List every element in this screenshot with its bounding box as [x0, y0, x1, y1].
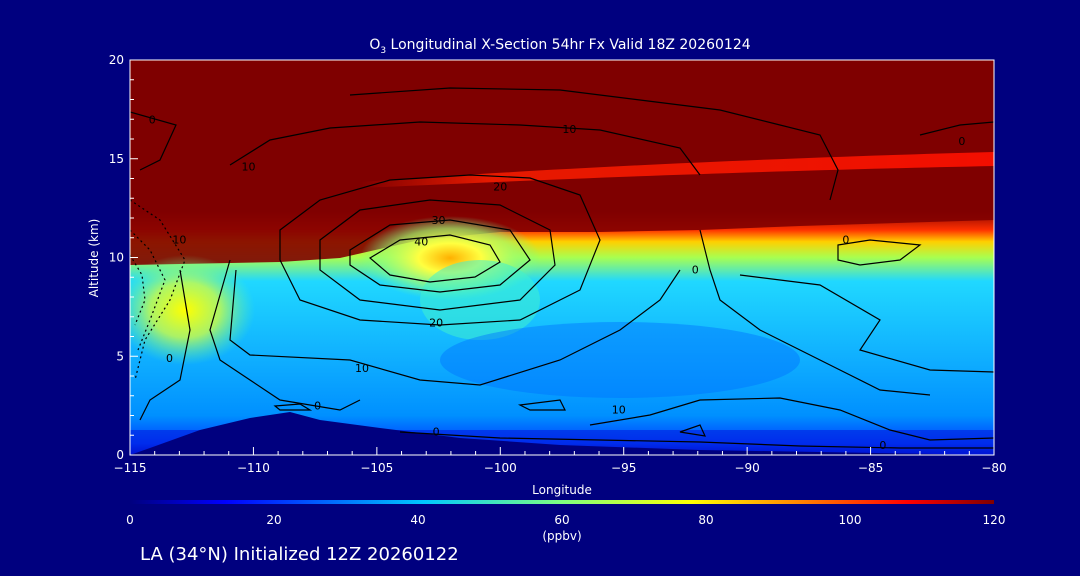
western-ozone-plume — [130, 255, 255, 365]
contour-line — [739, 274, 994, 373]
y-tick-label: 0 — [116, 448, 124, 462]
contour-line — [349, 87, 839, 201]
x-axis-label: Longitude — [532, 483, 592, 497]
contour-line — [229, 121, 701, 176]
contour-label: 0 — [166, 352, 173, 365]
terrain-mountain — [130, 412, 994, 455]
contour-line — [139, 269, 191, 421]
contour-label: 40 — [414, 236, 428, 249]
contour-line — [229, 269, 681, 386]
contour-label: 20 — [429, 317, 443, 330]
contour-line — [919, 121, 994, 136]
colorbar-tick-label: 20 — [266, 513, 281, 527]
contour-line — [837, 239, 922, 266]
contour-line — [368, 234, 501, 283]
x-tick-label: −95 — [611, 461, 636, 475]
colorbar-tick-label: 100 — [839, 513, 862, 527]
contour-label: 10 — [172, 234, 186, 247]
x-tick-label: −85 — [858, 461, 883, 475]
contour-label: 10 — [355, 362, 369, 375]
dotted-contour-line — [130, 229, 166, 351]
footer-caption: LA (34°N) Initialized 12Z 20260122 — [140, 544, 459, 565]
contour-label: 0 — [149, 113, 156, 126]
y-tick-label: 20 — [109, 53, 124, 67]
contour-line — [699, 229, 931, 396]
dotted-contours — [130, 199, 186, 381]
x-tick-label: −105 — [360, 461, 393, 475]
contour-label: 0 — [842, 234, 849, 247]
dotted-contour-line — [130, 254, 146, 326]
colorbar-unit-label: (ppbv) — [542, 529, 581, 543]
y-axis: 0 5 10 15 20 — [109, 53, 138, 462]
contour-line — [209, 259, 361, 411]
contour-label: 0 — [314, 400, 321, 413]
contour-label: 0 — [958, 135, 965, 148]
contour-line — [319, 199, 556, 311]
contour-line — [130, 111, 177, 171]
colorbar-tick-label: 80 — [698, 513, 713, 527]
colorbar-tick-label: 40 — [410, 513, 425, 527]
colorbar-ticks: 0 20 40 60 80 100 120 — [126, 513, 1005, 527]
contour-line — [679, 424, 707, 437]
contour-label: 10 — [612, 404, 626, 417]
contour-label: 30 — [432, 214, 446, 227]
x-axis: −115 −110 −105 −100 −95 −90 −85 −80 — [114, 447, 1007, 475]
contour-labels: 0 10 10 0 20 30 40 10 0 0 20 0 10 0 10 0 0 — [149, 113, 966, 452]
contour-label: 10 — [562, 123, 576, 136]
contour-lines — [130, 87, 994, 449]
plot-area: 0 10 10 0 20 30 40 10 0 0 20 0 10 0 10 0 0 — [130, 60, 994, 455]
contour-line — [273, 403, 313, 411]
colorbar-tick-label: 0 — [126, 513, 134, 527]
contour-line — [349, 219, 531, 293]
x-tick-label: −100 — [484, 461, 517, 475]
contour-label: 0 — [692, 263, 699, 276]
y-tick-label: 15 — [109, 152, 124, 166]
colorbar-tick-label: 120 — [983, 513, 1006, 527]
contour-label: 20 — [493, 180, 507, 193]
contour-line — [589, 397, 994, 441]
y-tick-label: 10 — [109, 251, 124, 265]
contour-line — [399, 431, 994, 449]
dotted-contour-line — [130, 199, 186, 381]
x-tick-label: −115 — [114, 461, 147, 475]
colorbar — [130, 500, 994, 504]
y-axis-label: Altitude (km) — [87, 219, 101, 298]
contour-label: 0 — [879, 439, 886, 452]
contour-label: 10 — [241, 161, 255, 174]
colorbar-tick-label: 60 — [554, 513, 569, 527]
contour-line — [279, 174, 601, 326]
x-tick-label: −110 — [237, 461, 270, 475]
stratospheric-band — [360, 152, 994, 188]
contour-label: 0 — [433, 425, 440, 438]
clean-air-region — [440, 322, 800, 398]
x-tick-label: −80 — [981, 461, 1006, 475]
y-tick-label: 5 — [116, 349, 124, 363]
contour-line — [517, 399, 566, 411]
x-tick-label: −90 — [734, 461, 759, 475]
chart-title: O3 Longitudinal X-Section 54hr Fx Valid … — [369, 37, 750, 56]
tropopause-fold — [130, 60, 994, 265]
